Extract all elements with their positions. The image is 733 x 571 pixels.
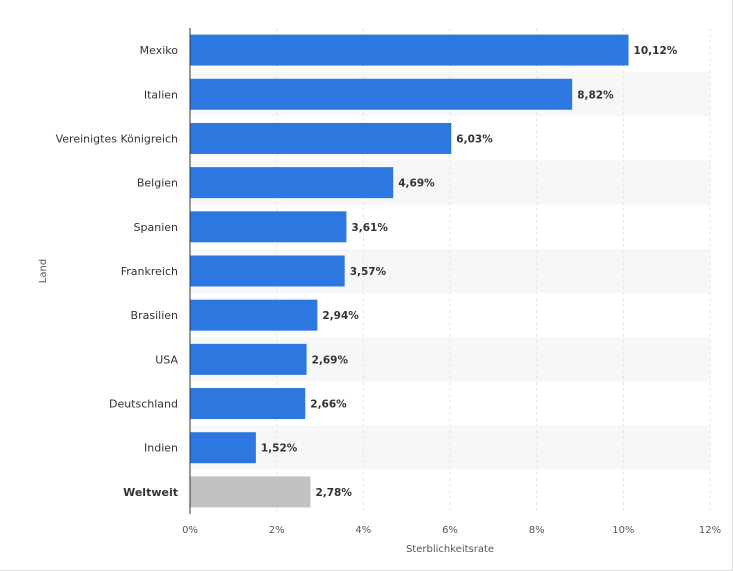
value-label: 2,94%	[322, 310, 359, 322]
x-tick-label: 0%	[182, 525, 198, 536]
bar	[190, 476, 311, 508]
category-label: Mexiko	[140, 44, 179, 57]
x-tick-label: 2%	[269, 525, 285, 536]
x-tick-label: 4%	[355, 525, 371, 536]
category-labels: Mexiko Italien Vereinigtes Königreich Belgi…	[56, 44, 179, 499]
value-label: 2,66%	[310, 399, 347, 411]
bar	[190, 34, 629, 66]
value-label: 3,61%	[351, 222, 388, 234]
bar	[190, 432, 256, 464]
value-label: 2,69%	[312, 354, 349, 366]
x-tick-label: 10%	[612, 525, 634, 536]
category-label: Spanien	[134, 221, 179, 234]
bar	[190, 211, 347, 243]
value-label: 8,82%	[577, 89, 614, 101]
bar	[190, 255, 345, 287]
value-label: 4,69%	[398, 178, 435, 190]
category-label: Indien	[144, 442, 178, 455]
bar	[190, 299, 318, 331]
value-label: 1,52%	[261, 443, 298, 455]
category-label: Weltweit	[123, 486, 178, 499]
x-tick-label: 6%	[442, 525, 458, 536]
value-label: 3,57%	[350, 266, 387, 278]
x-tick-label: 8%	[529, 525, 545, 536]
value-label: 2,78%	[315, 487, 352, 499]
bar	[190, 343, 307, 375]
value-labels: 10,12% 8,82% 6,03% 4,69% 3,61% 3,57% 2,94% 2,69…	[261, 45, 678, 499]
value-label: 6,03%	[456, 133, 493, 145]
category-label: Vereinigtes Königreich	[56, 132, 178, 145]
bars	[190, 34, 629, 508]
bar	[190, 78, 573, 110]
x-axis-title: Sterblichkeitsrate	[406, 544, 494, 555]
y-axis-title: Land	[38, 259, 49, 283]
x-tick-label: 12%	[699, 525, 721, 536]
value-label: 10,12%	[634, 45, 678, 57]
x-tick-labels: 0% 2% 4% 6% 8% 10% 12%	[182, 525, 721, 536]
category-label: Frankreich	[121, 265, 178, 278]
category-label: Deutschland	[109, 398, 178, 411]
bar	[190, 388, 306, 420]
category-label: Belgien	[137, 177, 178, 190]
bar	[190, 122, 452, 154]
bar	[190, 167, 394, 199]
category-label: USA	[155, 353, 178, 366]
category-label: Italien	[144, 88, 178, 101]
category-label: Brasilien	[131, 309, 178, 322]
